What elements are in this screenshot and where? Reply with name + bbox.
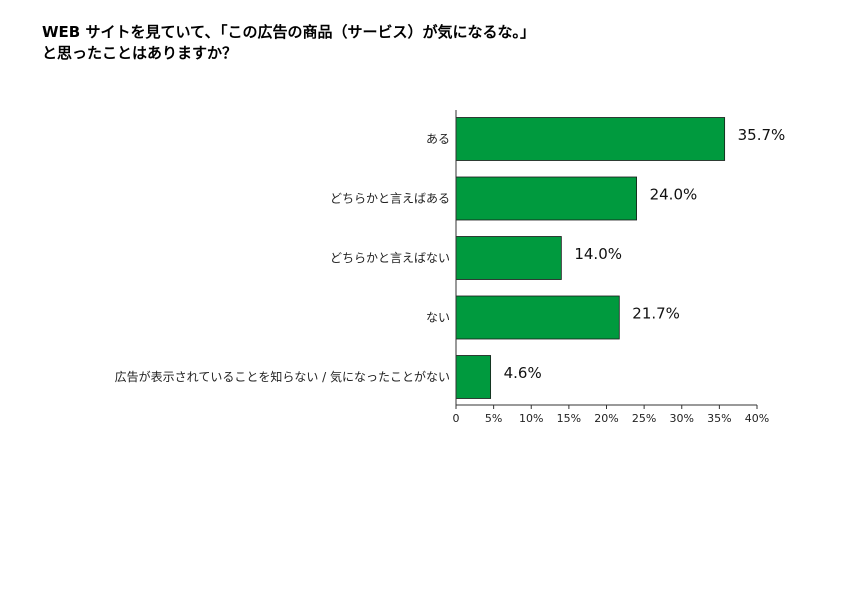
x-tick-label-4: 20%	[594, 412, 618, 425]
x-tick-label-6: 30%	[670, 412, 694, 425]
category-label-1: どちらかと言えばある	[330, 192, 450, 206]
chart-title: WEB サイトを見ていて､「この広告の商品（サービス）が気になるな｡」 と思った…	[42, 22, 535, 64]
category-label-4: 広告が表示されていることを知らない / 気になったことがない	[115, 369, 450, 384]
bar-2	[455, 236, 562, 280]
x-tick-label-1: 5%	[485, 412, 502, 425]
category-label-0: ある	[426, 132, 450, 146]
chart-title-line-2: と思ったことはありますか？	[42, 44, 238, 62]
bar-3	[455, 295, 620, 340]
bar-4	[455, 355, 492, 399]
x-tick-label-3: 15%	[557, 412, 581, 425]
value-label-1: 24.0%	[650, 186, 698, 204]
value-label-2: 14.0%	[574, 245, 622, 263]
bar-1	[455, 176, 638, 221]
value-label-0: 35.7%	[738, 126, 786, 144]
x-tick-label-7: 35%	[707, 412, 731, 425]
value-label-3: 21.7%	[632, 305, 680, 323]
category-label-3: ない	[426, 311, 450, 325]
x-tick-label-5: 25%	[632, 412, 656, 425]
x-tick-label-2: 10%	[519, 412, 543, 425]
x-tick-label-0: 0	[453, 412, 460, 425]
x-tick-label-8: 40%	[745, 412, 769, 425]
bar-0	[455, 117, 726, 161]
value-label-4: 4.6%	[504, 364, 542, 382]
chart-title-line-1: WEB サイトを見ていて､「この広告の商品（サービス）が気になるな｡」	[42, 23, 536, 41]
category-label-2: どちらかと言えばない	[330, 251, 450, 265]
